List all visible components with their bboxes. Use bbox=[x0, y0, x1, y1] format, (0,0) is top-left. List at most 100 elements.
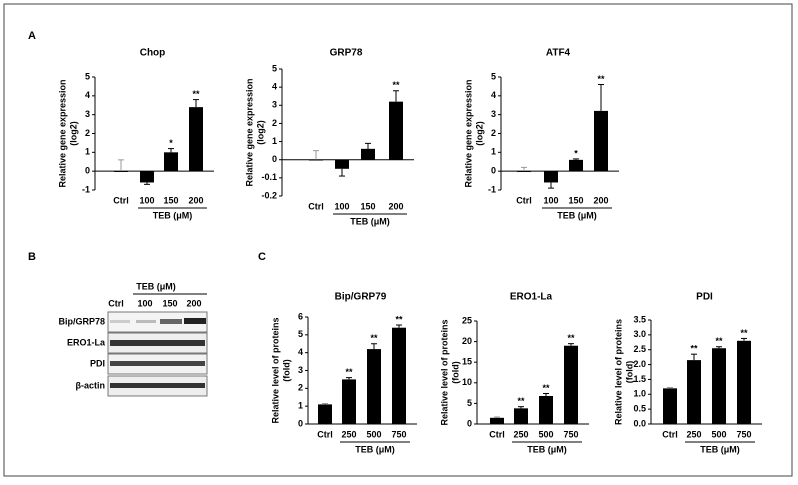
panel-label: C bbox=[258, 251, 266, 263]
bar-chart: ATF4 -1 0 1 2 3 4 5 Relative gene expression (log… bbox=[463, 48, 619, 220]
y-tick-label: 1.0 bbox=[633, 389, 646, 399]
y-tick-label: 2 bbox=[491, 128, 496, 138]
blot-band bbox=[110, 383, 205, 388]
significance-label: ** bbox=[715, 336, 723, 346]
y-tick-label: 2 bbox=[85, 128, 90, 138]
y-tick-label: 5 bbox=[491, 71, 496, 81]
x-axis-label: TEB (μM) bbox=[557, 210, 597, 220]
blot-row: ERO1-La bbox=[67, 337, 106, 347]
significance-label: * bbox=[574, 148, 578, 158]
y-tick-label: 15 bbox=[462, 357, 472, 367]
blot-band bbox=[110, 320, 130, 323]
bar bbox=[663, 388, 677, 424]
y-axis-label: Relative gene expression bbox=[244, 78, 254, 186]
x-tick-label: 750 bbox=[563, 429, 578, 439]
x-tick-label: 250 bbox=[341, 429, 356, 439]
blot-lane: Ctrl bbox=[108, 298, 124, 308]
y-tick-label: 3.5 bbox=[633, 314, 646, 324]
x-axis-label: TEB (μM) bbox=[350, 216, 390, 226]
bar bbox=[569, 159, 583, 172]
y-tick-label: 1 bbox=[85, 147, 90, 157]
x-tick-label: Ctrl bbox=[113, 195, 129, 205]
y-axis-label: Relative gene expression bbox=[57, 79, 67, 187]
significance-label: ** bbox=[395, 314, 403, 324]
bar bbox=[164, 152, 178, 172]
y-axis-label: (log2) bbox=[474, 121, 484, 146]
y-tick-label: 6 bbox=[298, 311, 303, 321]
y-tick-label: 0.5 bbox=[633, 404, 646, 414]
chart-title: ATF4 bbox=[546, 48, 571, 59]
y-axis-label: (log2) bbox=[68, 121, 78, 146]
y-axis-label: (fold) bbox=[281, 359, 291, 382]
x-tick-label: 500 bbox=[711, 429, 726, 439]
bar-chart: PDI 0.0 0.5 1.0 1.5 2.0 2.5 3.0 3.5 Relative leve… bbox=[613, 292, 762, 454]
y-tick-label: 20 bbox=[462, 336, 472, 346]
chart-title: PDI bbox=[696, 292, 713, 303]
y-tick-label: 3.0 bbox=[633, 329, 646, 339]
bar bbox=[514, 408, 528, 424]
y-tick-label: 4 bbox=[272, 82, 277, 92]
y-tick-label: 4 bbox=[85, 90, 90, 100]
bar-chart: GRP78 -0.2 -0.1 0 1 2 3 4 5 Relative gene express… bbox=[244, 48, 414, 226]
x-tick-label: 100 bbox=[139, 195, 154, 205]
y-tick-label: 1 bbox=[298, 401, 303, 411]
y-tick-label: -0.2 bbox=[261, 190, 277, 200]
x-tick-label: 250 bbox=[686, 429, 701, 439]
x-tick-label: 200 bbox=[388, 201, 403, 211]
x-tick-label: 750 bbox=[391, 429, 406, 439]
y-tick-label: 0 bbox=[85, 166, 90, 176]
bar bbox=[392, 327, 406, 424]
bar bbox=[114, 171, 128, 172]
x-axis-label: TEB (μM) bbox=[153, 210, 193, 220]
chart-title: Chop bbox=[140, 48, 166, 59]
blot-row: PDI bbox=[90, 358, 105, 368]
y-tick-label: 1.5 bbox=[633, 374, 646, 384]
chart-title: GRP78 bbox=[330, 48, 363, 59]
bar bbox=[189, 107, 203, 172]
blot-lane: 100 bbox=[137, 298, 152, 308]
y-tick-label: 3 bbox=[491, 109, 496, 119]
y-axis-label: Relative level of proteins bbox=[613, 319, 623, 425]
y-tick-label: 0 bbox=[491, 166, 496, 176]
y-tick-label: 2 bbox=[298, 383, 303, 393]
y-tick-label: 10 bbox=[462, 377, 472, 387]
x-tick-label: 150 bbox=[163, 195, 178, 205]
bar-chart: Bip/GRP79 0 1 2 3 4 5 6 Relative level of protei… bbox=[270, 292, 417, 454]
bar bbox=[361, 148, 375, 160]
blot-lane: 150 bbox=[162, 298, 177, 308]
bar bbox=[737, 340, 751, 424]
y-tick-label: 2.0 bbox=[633, 359, 646, 369]
x-tick-label: Ctrl bbox=[489, 429, 505, 439]
y-tick-label: 5 bbox=[272, 63, 277, 73]
y-axis-label: Relative level of proteins bbox=[270, 317, 280, 423]
y-tick-label: 0 bbox=[467, 418, 472, 428]
y-tick-label: 2.5 bbox=[633, 344, 646, 354]
bar bbox=[309, 159, 323, 161]
blot-band bbox=[136, 320, 156, 323]
y-axis-label: (fold) bbox=[450, 361, 460, 384]
blot-treatment: TEB (μM) bbox=[136, 281, 176, 291]
x-tick-label: Ctrl bbox=[516, 195, 532, 205]
bar bbox=[367, 349, 381, 424]
x-tick-label: 100 bbox=[543, 195, 558, 205]
x-tick-label: 500 bbox=[538, 429, 553, 439]
significance-label: ** bbox=[690, 344, 698, 354]
x-tick-label: 150 bbox=[568, 195, 583, 205]
x-tick-label: 500 bbox=[366, 429, 381, 439]
significance-label: ** bbox=[392, 80, 400, 90]
y-tick-label: 4 bbox=[491, 90, 496, 100]
y-axis-label: Relative level of proteins bbox=[439, 319, 449, 425]
bar bbox=[318, 404, 332, 424]
bar bbox=[490, 417, 504, 424]
blot-band bbox=[110, 340, 205, 346]
y-axis-label: (log2) bbox=[255, 120, 265, 145]
significance-label: ** bbox=[345, 367, 353, 377]
x-axis-label: TEB (μM) bbox=[355, 444, 395, 454]
panel-label: B bbox=[28, 251, 36, 263]
y-tick-label: 0 bbox=[298, 418, 303, 428]
bar bbox=[594, 110, 608, 172]
x-tick-label: 150 bbox=[360, 201, 375, 211]
significance-label: ** bbox=[740, 328, 748, 338]
significance-label: ** bbox=[517, 396, 525, 406]
